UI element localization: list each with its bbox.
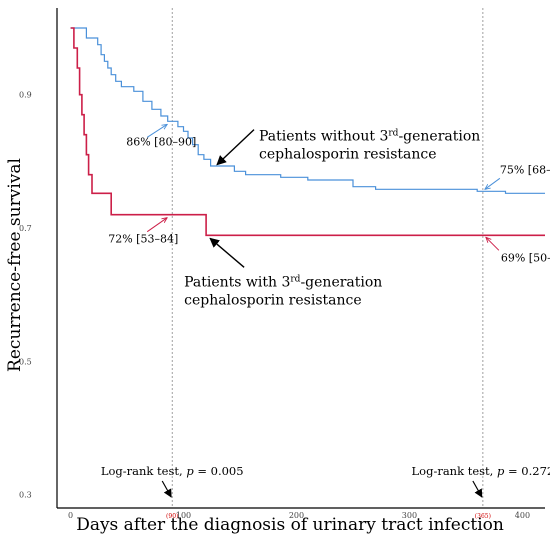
x-tick-label-3: 300 <box>402 511 417 520</box>
axes <box>56 8 545 509</box>
curve-label-line1-1: Patients with 3rd-generation <box>184 274 382 290</box>
annotation-label-3: 69% [50–82] <box>501 251 550 264</box>
x-tick-label-2: 200 <box>289 511 304 520</box>
y-tick-label-0: 0.3 <box>19 491 32 500</box>
curve-with-resistance <box>70 27 545 237</box>
curve-label-line1-0: Patients without 3rd-generation <box>259 129 480 145</box>
log-rank-text-1: Log-rank test, p = 0.272 <box>412 464 550 478</box>
curve-label-arrow-1 <box>209 237 245 268</box>
annotation-arrow-1 <box>146 218 167 233</box>
curve-label-line2-0: cephalosporin resistance <box>259 147 437 163</box>
annotation-arrow-2 <box>485 177 501 189</box>
tick-labels: 0 100 200 300 400 0.3 0.5 0.7 0.9 <box>19 91 530 520</box>
reference-marker-365: (365) <box>475 513 491 520</box>
y-tick-label-2: 0.7 <box>19 224 32 233</box>
y-axis-title: Recurrence-free survival <box>5 158 25 372</box>
reference-marker-90: (90) <box>166 513 178 520</box>
curve-label-arrow-0 <box>216 129 255 166</box>
annotation-arrow-0 <box>146 124 167 138</box>
x-tick-label-1: 100 <box>176 511 191 520</box>
survival-curves <box>70 27 545 237</box>
x-axis-title: Days after the diagnosis of urinary trac… <box>76 515 504 535</box>
y-tick-label-1: 0.5 <box>19 357 32 366</box>
log-rank-text-0: Log-rank test, p = 0.005 <box>101 464 244 478</box>
x-tick-label-0: 0 <box>68 511 73 520</box>
annotation-label-1: 72% [53–84] <box>108 233 178 246</box>
y-tick-label-3: 0.9 <box>19 91 32 100</box>
annotations: 86% [80–90] 72% [53–84] 75% [68–80] 69% [50… <box>101 124 550 498</box>
annotation-label-2: 75% [68–80] <box>500 163 550 176</box>
curve-label-line2-1: cephalosporin resistance <box>184 292 362 308</box>
log-rank-arrow-1 <box>472 480 483 498</box>
log-rank-arrow-0 <box>161 480 172 498</box>
annotation-arrow-3 <box>486 237 500 251</box>
x-tick-label-4: 400 <box>515 511 530 520</box>
annotation-label-0: 86% [80–90] <box>126 135 196 148</box>
curve-without-resistance <box>70 27 545 194</box>
reference-lines: (90) (365) <box>166 8 491 520</box>
